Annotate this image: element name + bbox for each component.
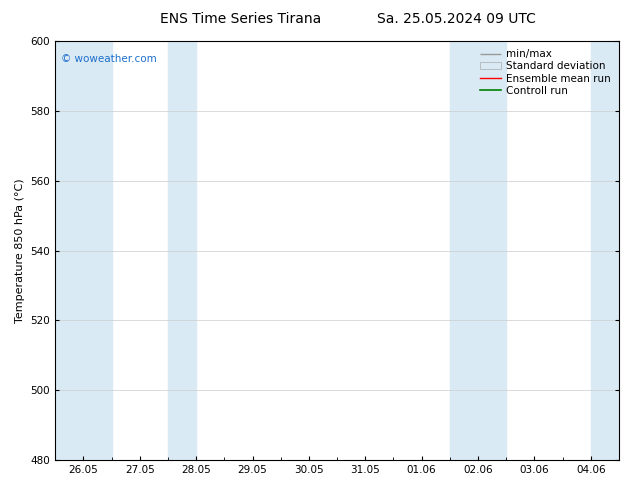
Bar xyxy=(450,41,506,460)
Legend: min/max, Standard deviation, Ensemble mean run, Controll run: min/max, Standard deviation, Ensemble me… xyxy=(477,46,614,99)
Text: ENS Time Series Tirana: ENS Time Series Tirana xyxy=(160,12,321,26)
Bar xyxy=(55,41,112,460)
Text: © woweather.com: © woweather.com xyxy=(61,53,157,64)
Bar xyxy=(591,41,619,460)
Text: Sa. 25.05.2024 09 UTC: Sa. 25.05.2024 09 UTC xyxy=(377,12,536,26)
Bar xyxy=(168,41,196,460)
Y-axis label: Temperature 850 hPa (°C): Temperature 850 hPa (°C) xyxy=(15,178,25,323)
